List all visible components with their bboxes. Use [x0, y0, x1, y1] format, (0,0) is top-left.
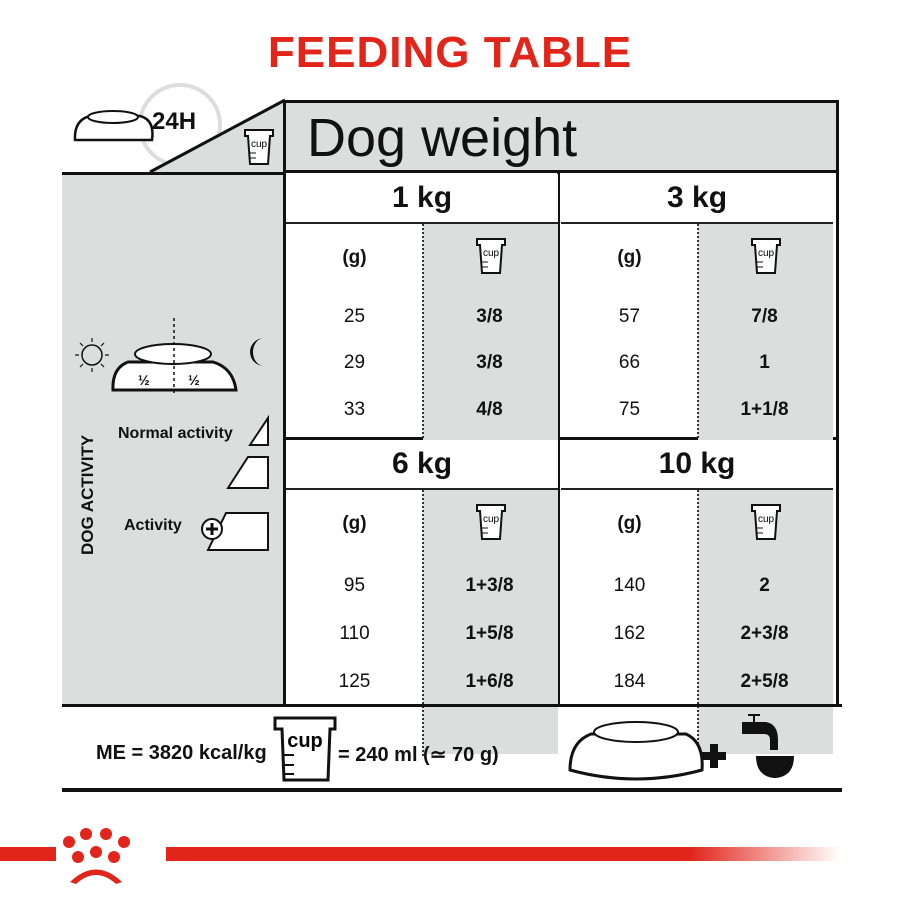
cup-icon: cup [749, 502, 783, 542]
cup-value: 1 [759, 352, 770, 373]
cup-value: 1+6/8 [465, 671, 514, 692]
cup-value: 4/8 [476, 399, 503, 420]
weight-header: 3 kg [561, 174, 833, 224]
grams-header: (g) [342, 247, 367, 268]
cup-icon: cup [474, 236, 508, 276]
normal-activity-label: Normal activity [118, 425, 233, 442]
grams-value: 25 [343, 306, 366, 327]
cup-value: 1+5/8 [465, 623, 514, 644]
cup-value: 2+3/8 [740, 623, 789, 644]
activity-label: Activity [124, 517, 182, 534]
cup-value: 3/8 [476, 352, 503, 373]
dog-weight-title: Dog weight [307, 108, 578, 168]
half-right: ½ [188, 372, 200, 388]
bowl-and-water-icon [568, 714, 794, 781]
grams-value: 110 [339, 623, 370, 644]
activity-scale-icon [201, 415, 269, 551]
cup-value: 7/8 [751, 306, 778, 327]
weight-header: 1 kg [286, 174, 558, 224]
dog-weight-header: Dog weight [283, 100, 838, 172]
cup-value: 1+1/8 [740, 399, 789, 420]
grams-header: (g) [617, 247, 642, 268]
grams-header: (g) [617, 513, 642, 534]
grams-value: 140 [613, 575, 646, 596]
cup-icon: cup [244, 129, 274, 165]
grams-value: 162 [613, 623, 646, 644]
grams-header: (g) [342, 513, 367, 534]
activity-panel [62, 172, 284, 706]
page-title: FEEDING TABLE [267, 28, 633, 77]
day-night-bowl-icon [75, 318, 264, 394]
cup-icon: cup [273, 716, 337, 782]
dog-activity-label: DOG ACTIVITY [78, 434, 97, 555]
weight-header: 10 kg [561, 440, 833, 490]
svg-text:cup: cup [251, 139, 268, 150]
brand-bar [0, 847, 840, 861]
cup-equivalence: = 240 ml (≃ 70 g) [338, 744, 499, 766]
grams-value: 184 [613, 671, 646, 692]
half-left: ½ [138, 372, 150, 388]
weight-header: 6 kg [286, 440, 558, 490]
grams-value: 66 [618, 352, 641, 373]
cup-value: 2 [759, 575, 770, 596]
energy-text: ME = 3820 kcal/kg [96, 742, 267, 764]
grams-value: 75 [618, 399, 641, 420]
period-label: 24H [152, 108, 197, 135]
grams-value: 95 [343, 575, 366, 596]
grams-value: 125 [338, 671, 371, 692]
cup-value: 1+3/8 [465, 575, 514, 596]
cup-value: 3/8 [476, 306, 503, 327]
grams-value: 57 [618, 306, 641, 327]
svg-text:cup: cup [483, 514, 500, 525]
cup-value: 2+5/8 [740, 671, 789, 692]
svg-text:cup: cup [758, 514, 775, 525]
cup-icon: cup [749, 236, 783, 276]
svg-text:cup: cup [287, 730, 323, 752]
grams-value: 33 [343, 399, 366, 420]
royal-canin-logo [56, 822, 166, 892]
grams-value: 29 [343, 352, 366, 373]
svg-text:cup: cup [483, 248, 500, 259]
svg-text:cup: cup [758, 248, 775, 259]
cup-icon: cup [474, 502, 508, 542]
